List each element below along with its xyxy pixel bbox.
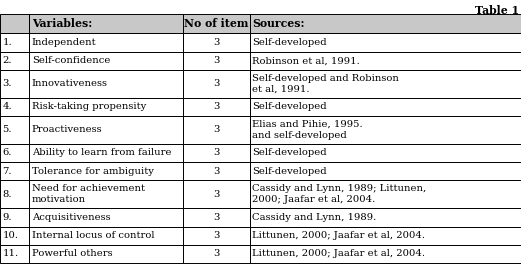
Text: Sources:: Sources:: [252, 18, 305, 29]
Text: 3: 3: [213, 167, 219, 176]
Bar: [183, 14, 250, 33]
Text: 3: 3: [213, 249, 219, 258]
Bar: [183, 227, 250, 245]
Bar: [0, 162, 29, 180]
Text: Elias and Pihie, 1995.
and self-developed: Elias and Pihie, 1995. and self-develope…: [252, 120, 363, 140]
Text: 3: 3: [213, 56, 219, 65]
Text: Self-developed: Self-developed: [252, 148, 327, 158]
Bar: [0, 144, 29, 162]
Text: Ability to learn from failure: Ability to learn from failure: [32, 148, 171, 158]
Text: 3: 3: [213, 102, 219, 111]
Bar: [183, 70, 250, 98]
Text: Table 1: Table 1: [475, 5, 519, 16]
Text: Self-developed: Self-developed: [252, 167, 327, 176]
Text: 3: 3: [213, 213, 219, 222]
Text: 10.: 10.: [3, 231, 19, 240]
Text: Cassidy and Lynn, 1989; Littunen,
2000; Jaafar et al, 2004.: Cassidy and Lynn, 1989; Littunen, 2000; …: [252, 185, 426, 204]
Bar: [0, 245, 29, 263]
Text: 3: 3: [213, 190, 219, 199]
Text: 8.: 8.: [3, 190, 12, 199]
Text: Independent: Independent: [32, 38, 96, 47]
Bar: [183, 162, 250, 180]
Text: 11.: 11.: [3, 249, 19, 258]
Bar: [250, 162, 521, 180]
Bar: [250, 98, 521, 116]
Text: Variables:: Variables:: [32, 18, 92, 29]
Text: Risk-taking propensity: Risk-taking propensity: [32, 102, 146, 111]
Bar: [29, 14, 183, 33]
Text: Powerful others: Powerful others: [32, 249, 113, 258]
Bar: [0, 116, 29, 144]
Text: 3.: 3.: [3, 79, 12, 88]
Bar: [250, 51, 521, 70]
Text: 7.: 7.: [3, 167, 12, 176]
Bar: [250, 14, 521, 33]
Text: 9.: 9.: [3, 213, 12, 222]
Bar: [250, 144, 521, 162]
Text: Self-developed: Self-developed: [252, 38, 327, 47]
Bar: [0, 51, 29, 70]
Bar: [29, 51, 183, 70]
Text: Self-developed and Robinson
et al, 1991.: Self-developed and Robinson et al, 1991.: [252, 74, 399, 94]
Bar: [29, 208, 183, 227]
Text: Need for achievement
motivation: Need for achievement motivation: [32, 185, 145, 204]
Bar: [29, 98, 183, 116]
Bar: [183, 208, 250, 227]
Bar: [29, 245, 183, 263]
Text: Cassidy and Lynn, 1989.: Cassidy and Lynn, 1989.: [252, 213, 376, 222]
Text: Littunen, 2000; Jaafar et al, 2004.: Littunen, 2000; Jaafar et al, 2004.: [252, 231, 425, 240]
Bar: [0, 14, 29, 33]
Bar: [183, 33, 250, 51]
Text: Robinson et al, 1991.: Robinson et al, 1991.: [252, 56, 360, 65]
Bar: [29, 227, 183, 245]
Text: Littunen, 2000; Jaafar et al, 2004.: Littunen, 2000; Jaafar et al, 2004.: [252, 249, 425, 258]
Text: 3: 3: [213, 79, 219, 88]
Bar: [183, 98, 250, 116]
Text: 5.: 5.: [3, 125, 12, 134]
Text: 3: 3: [213, 231, 219, 240]
Bar: [250, 116, 521, 144]
Bar: [250, 227, 521, 245]
Text: Self-developed: Self-developed: [252, 102, 327, 111]
Bar: [183, 245, 250, 263]
Text: 3: 3: [213, 125, 219, 134]
Bar: [250, 33, 521, 51]
Bar: [29, 162, 183, 180]
Bar: [0, 33, 29, 51]
Bar: [29, 70, 183, 98]
Bar: [250, 180, 521, 208]
Bar: [183, 116, 250, 144]
Text: Internal locus of control: Internal locus of control: [32, 231, 154, 240]
Bar: [29, 144, 183, 162]
Bar: [0, 70, 29, 98]
Text: Proactiveness: Proactiveness: [32, 125, 102, 134]
Text: 2.: 2.: [3, 56, 12, 65]
Text: 1.: 1.: [3, 38, 12, 47]
Bar: [183, 180, 250, 208]
Text: No of item: No of item: [184, 18, 249, 29]
Bar: [29, 116, 183, 144]
Bar: [0, 208, 29, 227]
Text: 6.: 6.: [3, 148, 12, 158]
Text: Tolerance for ambiguity: Tolerance for ambiguity: [32, 167, 154, 176]
Text: Innovativeness: Innovativeness: [32, 79, 108, 88]
Text: 4.: 4.: [3, 102, 12, 111]
Text: Acquisitiveness: Acquisitiveness: [32, 213, 110, 222]
Text: 3: 3: [213, 148, 219, 158]
Bar: [183, 144, 250, 162]
Text: 3: 3: [213, 38, 219, 47]
Text: Self-confidence: Self-confidence: [32, 56, 110, 65]
Bar: [250, 70, 521, 98]
Bar: [183, 51, 250, 70]
Bar: [29, 33, 183, 51]
Bar: [0, 98, 29, 116]
Bar: [0, 227, 29, 245]
Bar: [250, 245, 521, 263]
Bar: [0, 180, 29, 208]
Bar: [29, 180, 183, 208]
Bar: [250, 208, 521, 227]
